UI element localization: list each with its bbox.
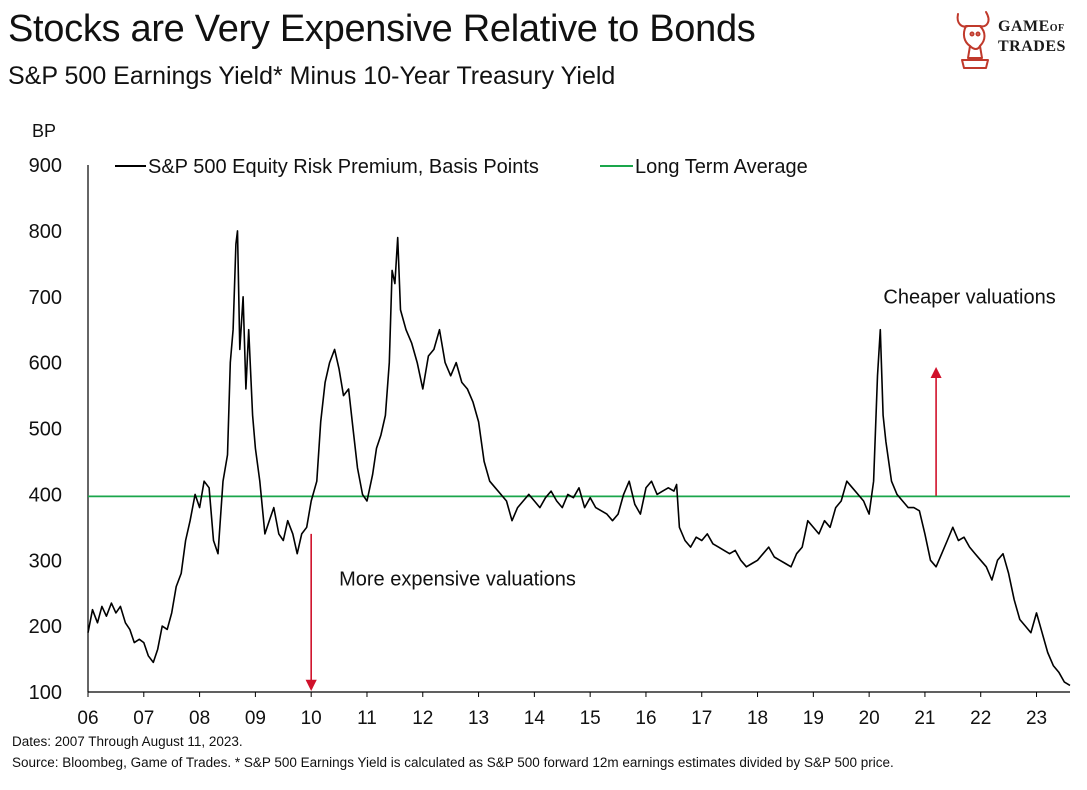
y-tick-label: 900 — [29, 155, 62, 177]
y-tick-label: 400 — [29, 484, 62, 506]
y-tick-label: 300 — [29, 550, 62, 572]
x-tick-label: 11 — [357, 708, 377, 729]
x-tick-label: 15 — [580, 708, 601, 729]
y-tick-label: 600 — [29, 353, 62, 375]
footer-dates: Dates: 2007 Through August 11, 2023. — [12, 734, 243, 749]
legend-label-erp: S&P 500 Equity Risk Premium, Basis Point… — [148, 156, 539, 178]
legend-label-average: Long Term Average — [635, 156, 808, 178]
x-tick-label: 16 — [635, 708, 656, 729]
y-tick-label: 200 — [29, 616, 62, 638]
y-tick-label: 800 — [29, 221, 62, 243]
x-tick-label: 19 — [803, 708, 824, 729]
x-tick-label: 06 — [77, 708, 98, 729]
x-tick-label: 20 — [859, 708, 880, 729]
bull-icon — [956, 11, 990, 69]
x-tick-label: 18 — [747, 708, 768, 729]
x-tick-label: 14 — [524, 708, 546, 729]
y-tick-label: 500 — [29, 419, 62, 441]
x-tick-label: 21 — [914, 708, 935, 729]
equity-risk-premium-line — [87, 230, 1071, 687]
x-tick-label: 12 — [412, 708, 433, 729]
x-tick-label: 23 — [1026, 708, 1047, 729]
y-tick-label: 700 — [29, 287, 62, 309]
x-tick-label: 09 — [245, 708, 266, 729]
x-tick-label: 07 — [133, 708, 154, 729]
x-tick-label: 22 — [970, 708, 991, 729]
x-tick-label: 10 — [301, 708, 322, 729]
x-tick-label: 17 — [691, 708, 712, 729]
equity-risk-premium-chart: BP 100 200 300 400 500 600 700 800 900 06 07 08 09 10 1… — [29, 121, 1071, 729]
annotation-text-cheaper: Cheaper valuations — [883, 286, 1055, 308]
y-tick-label: 100 — [29, 682, 62, 704]
chart-subtitle: S&P 500 Earnings Yield* Minus 10-Year Tr… — [8, 62, 616, 90]
chart-title: Stocks are Very Expensive Relative to Bo… — [8, 8, 756, 50]
y-axis-label: BP — [32, 121, 56, 141]
annotation-text-expensive: More expensive valuations — [339, 568, 576, 590]
x-tick-label: 08 — [189, 708, 210, 729]
footer-source: Source: Bloombeg, Game of Trades. * S&P … — [12, 755, 894, 770]
x-tick-label: 13 — [468, 708, 489, 729]
